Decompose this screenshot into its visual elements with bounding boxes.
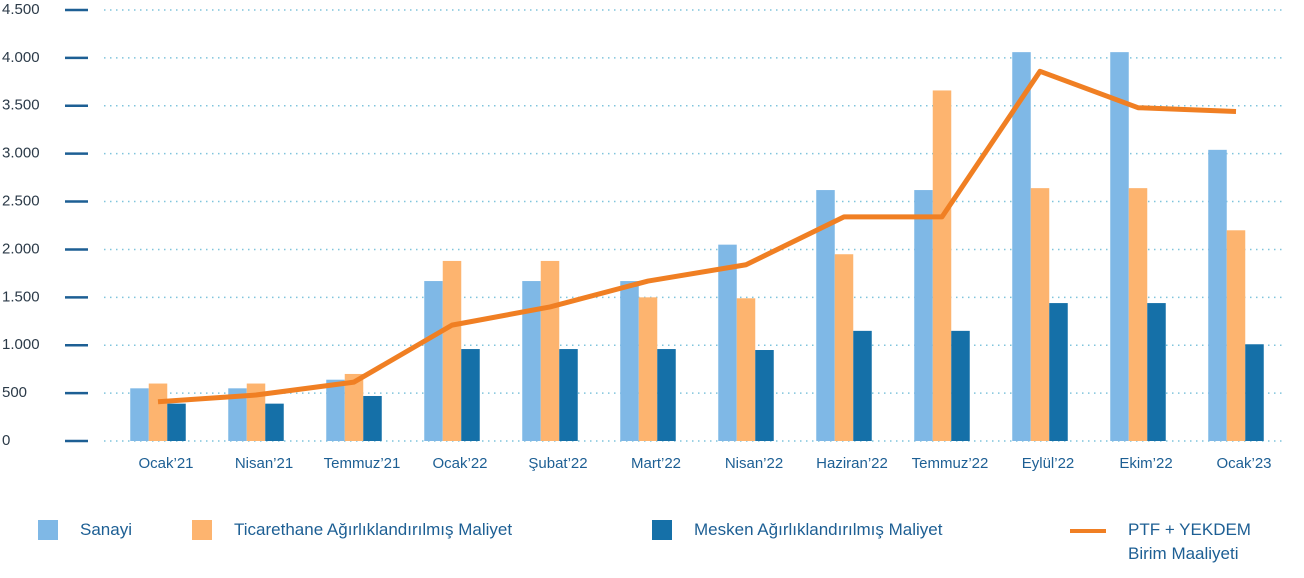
line bbox=[157, 68, 1237, 405]
bar bbox=[755, 350, 774, 441]
bar bbox=[522, 281, 541, 441]
legend-swatch bbox=[192, 520, 212, 540]
bar bbox=[1110, 52, 1129, 442]
bar bbox=[1226, 230, 1246, 441]
legend-label: Sanayi bbox=[80, 520, 132, 539]
y-tick-label: 0 bbox=[2, 432, 10, 449]
bar bbox=[559, 349, 578, 441]
legend-item: Sanayi bbox=[38, 518, 132, 542]
bar bbox=[326, 379, 345, 441]
y-tick-label: 4.000 bbox=[2, 49, 40, 66]
bar bbox=[363, 395, 382, 441]
legend-label: PTF + YEKDEM Birim Maaliyeti bbox=[1128, 520, 1251, 563]
bar bbox=[834, 254, 854, 441]
bar bbox=[461, 349, 480, 441]
y-tick-label: 3.500 bbox=[2, 97, 40, 114]
bar bbox=[1147, 303, 1166, 441]
y-tick-label: 3.000 bbox=[2, 145, 40, 162]
y-tick-label: 1.500 bbox=[2, 288, 40, 305]
bar bbox=[424, 281, 443, 441]
y-tick-label: 500 bbox=[2, 384, 27, 401]
bar bbox=[1012, 52, 1031, 442]
bar bbox=[130, 388, 149, 441]
legend-label: Ticarethane Ağırlıklandırılmış Maliyet bbox=[234, 520, 513, 539]
bar bbox=[1049, 303, 1068, 441]
x-tick-label: Eylül’22 bbox=[1022, 455, 1075, 472]
bar bbox=[816, 190, 835, 441]
legend: Sanayi Ticarethane Ağırlıklandırılmış Mal… bbox=[0, 518, 1304, 578]
y-tick-label: 2.500 bbox=[2, 193, 40, 210]
bar bbox=[228, 388, 247, 441]
bar bbox=[442, 260, 462, 441]
x-tick-label: Nisan’22 bbox=[725, 455, 783, 472]
bar bbox=[540, 260, 560, 441]
legend-item: Ticarethane Ağırlıklandırılmış Maliyet bbox=[192, 518, 512, 542]
bar bbox=[246, 383, 266, 441]
bar bbox=[951, 330, 970, 441]
legend-swatch bbox=[1070, 529, 1106, 533]
bar bbox=[736, 298, 756, 441]
bar bbox=[914, 190, 933, 441]
y-tick-label: 2.000 bbox=[2, 240, 40, 257]
x-tick-label: Nisan’21 bbox=[235, 455, 293, 472]
bar bbox=[1128, 188, 1148, 441]
bar bbox=[853, 330, 872, 441]
x-tick-label: Mart’22 bbox=[631, 455, 681, 472]
legend-label: Mesken Ağırlıklandırılmış Maliyet bbox=[694, 520, 943, 539]
x-tick-label: Ocak’21 bbox=[138, 455, 193, 472]
x-tick-label: Temmuz’21 bbox=[324, 455, 401, 472]
x-tick-label: Temmuz’22 bbox=[912, 455, 989, 472]
x-tick-label: Ocak’22 bbox=[432, 455, 487, 472]
bar bbox=[1030, 188, 1050, 441]
legend-item: PTF + YEKDEM Birim Maaliyeti bbox=[1070, 518, 1268, 566]
legend-swatch bbox=[38, 520, 58, 540]
bar bbox=[148, 383, 168, 441]
legend-swatch bbox=[652, 520, 672, 540]
x-tick-label: Haziran’22 bbox=[816, 455, 888, 472]
x-tick-label: Şubat’22 bbox=[528, 455, 587, 472]
bar bbox=[344, 373, 364, 441]
y-tick-label: 4.500 bbox=[2, 1, 40, 18]
plot: 0 500 1.000 1.500 2.000 2.500 3.000 3.500 4.000 4… bbox=[2, 1, 1282, 472]
bar bbox=[265, 403, 284, 441]
x-tick-label: Ekim’22 bbox=[1119, 455, 1172, 472]
bar bbox=[167, 403, 186, 441]
bar bbox=[620, 281, 639, 441]
bar bbox=[657, 349, 676, 441]
bar bbox=[1208, 149, 1227, 441]
bar bbox=[932, 90, 952, 441]
bar bbox=[638, 297, 658, 441]
bar bbox=[718, 244, 737, 441]
legend-item: Mesken Ağırlıklandırılmış Maliyet bbox=[652, 518, 942, 542]
x-tick-label: Ocak’23 bbox=[1216, 455, 1271, 472]
bar bbox=[1245, 344, 1264, 441]
y-tick-label: 1.000 bbox=[2, 336, 40, 353]
